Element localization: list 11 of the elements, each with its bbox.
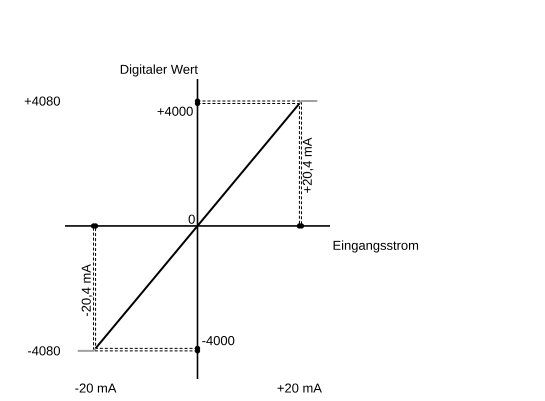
annotation: +20,4 mA	[302, 138, 314, 193]
annotation: -20,4 mA	[82, 264, 92, 316]
annotation: 0	[188, 214, 195, 224]
annotation: -4000	[202, 336, 234, 346]
x-axis-title: Eingangsstrom	[334, 240, 418, 252]
x-tick-label: -20 mA	[75, 384, 116, 393]
annotation: +4000	[158, 106, 193, 116]
x-tick-label: +20 mA	[278, 384, 322, 393]
y-tick-label: +4080	[24, 96, 60, 106]
y-tick-label: -4080	[28, 346, 60, 356]
y-axis-title: Digitaler Wert	[120, 64, 198, 76]
